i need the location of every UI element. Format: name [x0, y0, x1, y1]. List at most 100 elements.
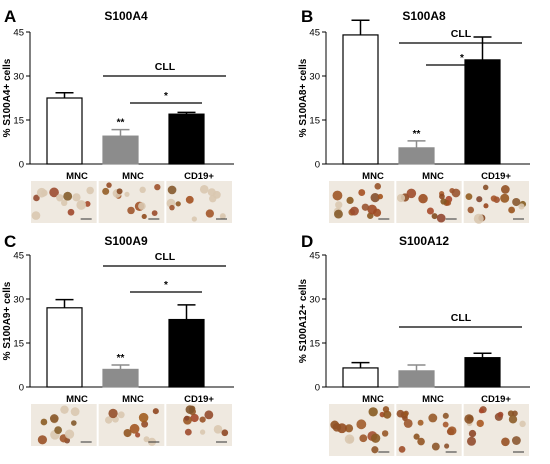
cell-nucleus	[139, 186, 146, 194]
cell-nucleus	[347, 436, 354, 444]
cell-nucleus	[127, 206, 135, 215]
cell-nucleus	[49, 187, 59, 198]
bar	[102, 135, 139, 165]
cell-nucleus	[466, 436, 477, 446]
cell-nucleus	[361, 203, 369, 211]
cell-nucleus	[129, 423, 140, 434]
y-axis-label: % S100A8+ cells	[298, 58, 309, 137]
cell-nucleus	[490, 195, 498, 202]
cell-nucleus	[519, 420, 526, 428]
bar	[342, 34, 379, 165]
cell-nucleus	[406, 188, 417, 199]
cell-nucleus	[209, 195, 217, 203]
x-label-b-1: MNC	[362, 171, 384, 182]
cell-nucleus	[123, 428, 132, 438]
cell-nucleus	[447, 426, 457, 436]
y-axis-label: % S100A4+ cells	[2, 58, 13, 137]
cell-nucleus	[368, 407, 378, 417]
cell-nucleus	[396, 409, 405, 418]
micrograph-strip-b	[329, 181, 529, 224]
cell-nucleus	[512, 197, 521, 207]
x-label-c-3: CD19+	[184, 394, 214, 405]
cell-nucleus	[199, 429, 206, 435]
panel-title-b: S100A8	[402, 9, 446, 23]
y-tick-label: 45	[13, 28, 24, 39]
significance-double-star: **	[117, 118, 125, 129]
cell-nucleus	[403, 419, 413, 428]
cell-nucleus	[106, 182, 112, 188]
panel-letter-a: A	[4, 7, 16, 26]
cell-nucleus	[431, 442, 440, 451]
cell-nucleus	[76, 200, 87, 210]
cell-nucleus	[332, 190, 343, 201]
cell-nucleus	[500, 193, 510, 203]
cell-nucleus	[358, 189, 366, 196]
cell-nucleus	[383, 410, 392, 419]
cell-nucleus	[40, 418, 48, 426]
x-label-b-3: CD19+	[481, 171, 511, 182]
micrograph-image	[166, 404, 232, 446]
cell-nucleus	[104, 416, 113, 424]
cell-nucleus	[440, 198, 447, 205]
cell-nucleus	[370, 433, 381, 443]
cell-nucleus	[359, 434, 368, 443]
cell-nucleus	[417, 419, 424, 426]
cell-nucleus	[49, 414, 59, 423]
cell-nucleus	[124, 191, 130, 197]
cell-nucleus	[444, 443, 450, 449]
cell-nucleus	[467, 206, 475, 214]
cell-nucleus	[199, 416, 206, 423]
cell-nucleus	[396, 193, 406, 203]
x-label-d-2: MNC	[422, 394, 444, 405]
cell-nucleus	[141, 213, 147, 220]
x-label-c-2: MNC	[122, 394, 144, 405]
cell-nucleus	[512, 410, 518, 417]
bar	[168, 318, 205, 388]
cell-nucleus	[465, 193, 473, 201]
y-tick-label: 30	[13, 295, 24, 306]
y-tick-label: 0	[315, 160, 320, 171]
x-label-b-2: MNC	[422, 171, 444, 182]
panel-letter-d: D	[301, 232, 313, 251]
cell-nucleus	[108, 408, 118, 419]
cell-nucleus	[367, 204, 377, 215]
significance-double-star: **	[413, 129, 421, 140]
cell-nucleus	[60, 405, 69, 414]
cell-nucleus	[143, 436, 150, 443]
cell-nucleus	[154, 184, 161, 191]
cell-nucleus	[464, 414, 474, 424]
cell-nucleus	[169, 204, 175, 211]
y-tick-label: 15	[309, 339, 320, 350]
cell-nucleus	[473, 213, 484, 224]
cell-nucleus	[36, 187, 47, 198]
cell-nucleus	[370, 193, 380, 203]
y-tick-label: 30	[13, 72, 24, 83]
significance-star: *	[164, 280, 168, 291]
cell-nucleus	[37, 435, 48, 445]
cell-nucleus	[33, 194, 40, 202]
cell-nucleus	[478, 408, 484, 414]
panel-title-a: S100A4	[104, 9, 148, 23]
cell-nucleus	[152, 408, 159, 415]
cell-nucleus	[381, 430, 389, 437]
y-tick-label: 0	[19, 383, 24, 394]
y-tick-label: 0	[315, 383, 320, 394]
cll-label: CLL	[155, 251, 176, 263]
cell-nucleus	[204, 410, 214, 420]
y-tick-label: 15	[13, 339, 24, 350]
cell-nucleus	[102, 187, 110, 195]
cell-nucleus	[483, 203, 489, 209]
cell-nucleus	[70, 407, 80, 417]
cell-nucleus	[426, 207, 434, 215]
cell-nucleus	[371, 446, 379, 454]
chart-d: 0 15 30 45 % S100A12+ cells CLL	[298, 251, 530, 394]
cell-nucleus	[191, 216, 197, 222]
cell-nucleus	[501, 437, 510, 447]
cell-nucleus	[346, 196, 354, 205]
bar	[102, 368, 139, 388]
cell-nucleus	[56, 194, 64, 202]
